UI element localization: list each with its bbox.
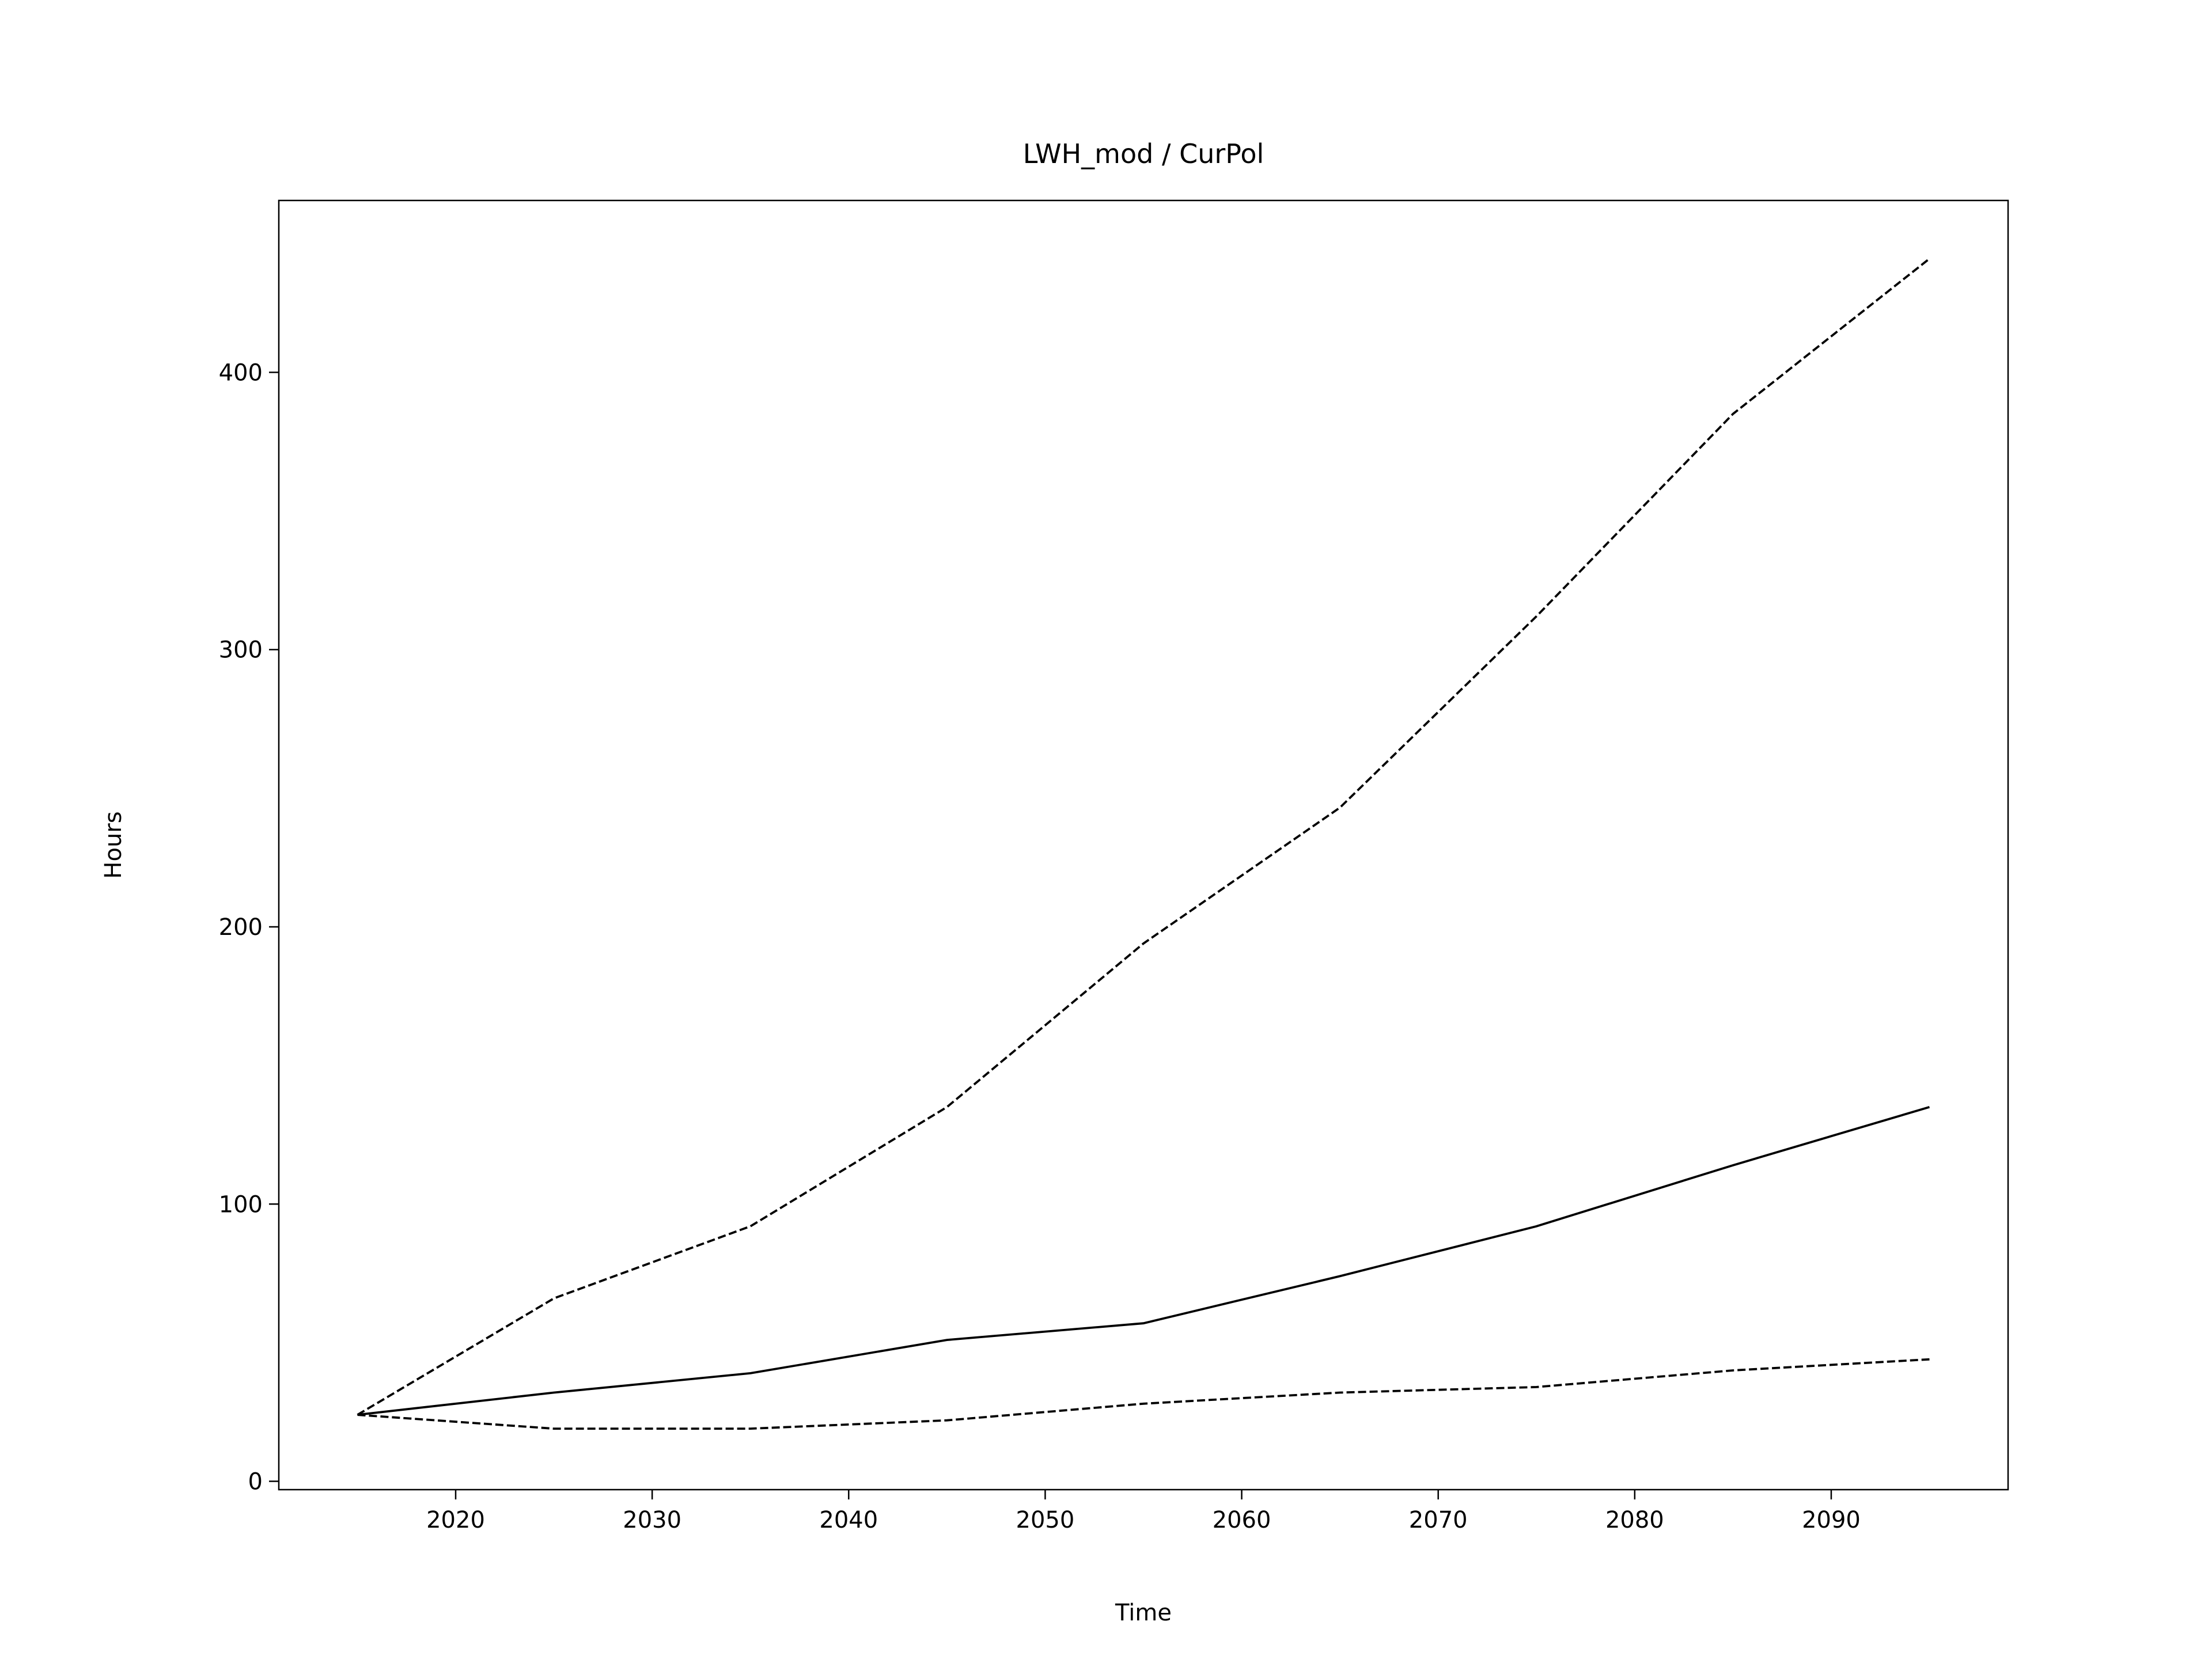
y-tick-label: 100: [219, 1191, 263, 1218]
series-line-1-dashed: [357, 257, 1930, 1416]
y-tick-label: 300: [219, 637, 263, 664]
x-tick-label: 2040: [819, 1507, 878, 1533]
y-axis: 0 100 200 300 400: [219, 359, 279, 1495]
x-axis-label: Time: [1115, 1600, 1172, 1626]
y-axis-label: Hours: [100, 811, 127, 878]
x-tick-label: 2070: [1409, 1507, 1468, 1533]
plot-frame: [278, 199, 2009, 1491]
x-tick-label: 2050: [1016, 1507, 1075, 1533]
series-layer: [357, 257, 1930, 1430]
series-line-3-dashed: [357, 1358, 1930, 1430]
x-tick-label: 2030: [623, 1507, 681, 1533]
y-tick-label: 0: [248, 1469, 263, 1495]
chart-title: LWH_mod / CurPol: [1023, 138, 1264, 169]
x-axis: 2020 2030 2040 2050 2060 2070 2080 2090: [426, 1490, 1861, 1533]
x-tick-label: 2060: [1213, 1507, 1271, 1533]
y-tick-label: 400: [219, 359, 263, 386]
x-tick-label: 2080: [1605, 1507, 1664, 1533]
x-tick-label: 2090: [1802, 1507, 1861, 1533]
series-line-2-solid: [357, 1105, 1930, 1416]
y-tick-label: 200: [219, 914, 263, 941]
x-tick-label: 2020: [426, 1507, 485, 1533]
